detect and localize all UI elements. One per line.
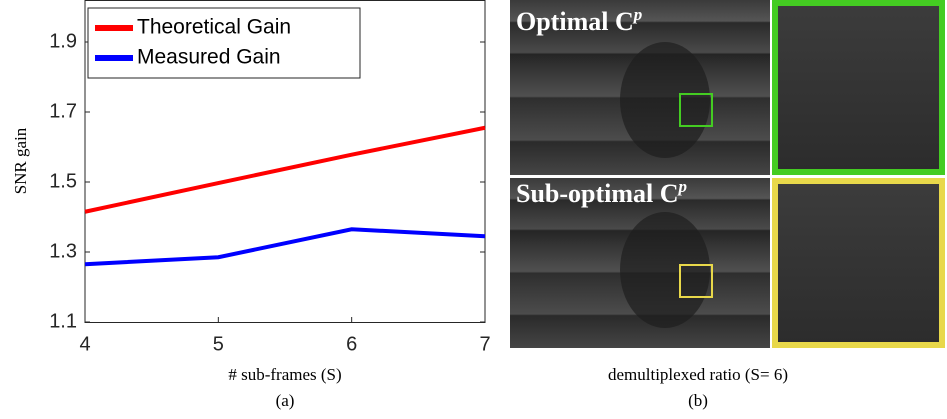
panel-label: Sub-optimal Cp — [516, 177, 687, 208]
line — [85, 229, 485, 264]
x-tick-label: 5 — [213, 333, 224, 355]
x-label: # sub-frames (S) — [228, 365, 341, 384]
line — [85, 128, 485, 212]
images: Optimal Cp Sub-optimal Cp demultiplexed … — [510, 0, 942, 410]
legend-label: Measured Gain — [137, 46, 281, 69]
y-tick-label: 1.5 — [49, 170, 77, 192]
caption: (b) — [688, 391, 708, 410]
y-tick-label: 1.7 — [49, 100, 77, 122]
panel-label: Optimal Cp — [516, 5, 642, 36]
x-tick-label: 7 — [479, 333, 490, 355]
zoom-suboptimal — [775, 181, 942, 345]
y-tick-label: 1.9 — [49, 30, 77, 52]
chart: 1.1 1.3 1.5 1.7 1.9 4 5 6 7 # sub-frames (S) (a) SN… — [11, 1, 491, 410]
y-label: SNR gain — [11, 127, 30, 194]
zoom-optimal — [775, 3, 942, 172]
x-tick-label: 6 — [346, 333, 357, 355]
legend-label: Theoretical Gain — [137, 16, 291, 39]
head — [620, 212, 710, 328]
caption: (a) — [276, 391, 295, 410]
figure: Optimal Cp Sub-optimal Cp demultiplexed … — [0, 0, 947, 414]
head — [620, 42, 710, 158]
x-tick-label: 4 — [79, 333, 90, 355]
y-tick-label: 1.3 — [49, 240, 77, 262]
x-label: demultiplexed ratio (S= 6) — [608, 365, 788, 384]
y-tick-label: 1.1 — [49, 310, 77, 332]
